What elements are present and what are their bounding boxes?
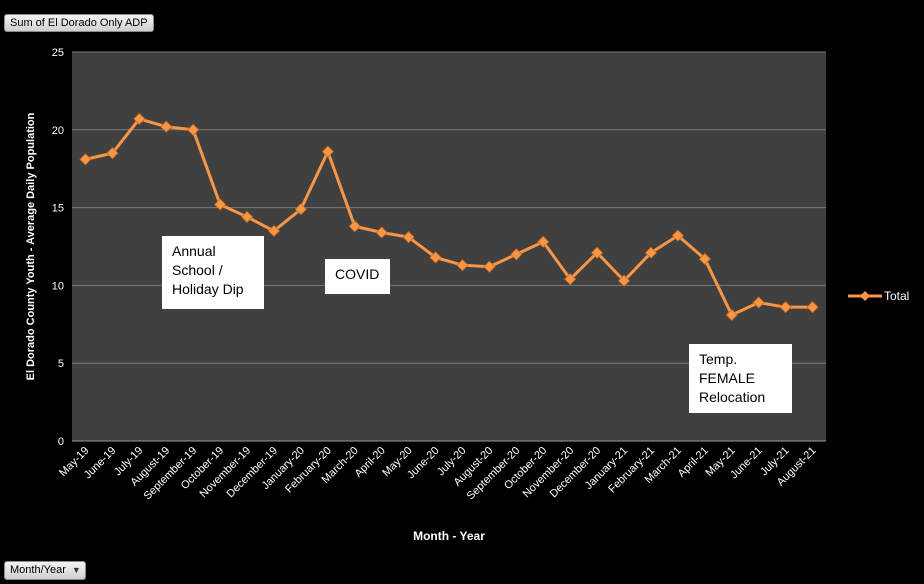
data-point [483,260,496,273]
data-point [402,231,415,244]
y-axis-ticks: 0 5 10 15 20 25 [52,47,64,448]
data-point [294,203,307,216]
data-point [133,112,146,125]
y-tick-label: 0 [58,436,64,448]
data-point [564,273,577,286]
data-point [106,147,119,160]
data-point [806,301,819,314]
x-axis-ticks: May-19June-19July-19August-19September-1… [57,445,818,503]
data-point [375,226,388,239]
data-point [267,224,281,238]
y-tick-label: 10 [52,280,64,292]
data-point [617,274,631,287]
data-point [429,251,442,264]
data-point [214,198,227,211]
data-point [725,308,738,322]
value-field-label: Sum of El Dorado Only ADP [10,17,148,29]
x-tick-label: April-20 [353,445,388,480]
data-point [321,145,334,158]
annotation-female-relocation: Temp. FEMALE Relocation [689,344,792,413]
data-point [79,153,92,166]
month-year-filter-button[interactable]: Month/Year ▼ [4,561,86,580]
y-tick-label: 25 [52,47,64,59]
data-point [698,252,711,266]
data-point [671,229,684,242]
data-point [456,259,469,272]
y-tick-label: 15 [52,203,64,215]
series-total [79,112,819,322]
data-point [348,220,361,233]
data-point [779,301,792,314]
data-point [187,123,200,136]
data-point [537,235,550,248]
data-point [240,210,254,224]
x-axis-label: Month - Year [413,529,485,543]
data-point [160,120,173,133]
legend-series-marker [848,291,882,301]
data-point [591,246,604,259]
annotation-covid: COVID [325,259,390,294]
x-tick-label: April-21 [676,445,711,480]
data-point [510,248,523,261]
legend: Total [848,289,909,303]
y-tick-label: 20 [52,125,64,137]
series-line-total [85,117,813,317]
data-point [644,246,658,259]
month-year-filter-label: Month/Year [10,564,66,576]
annotation-annual-dip: Annual School / Holiday Dip [162,236,264,309]
y-axis-label: El Dorado County Youth - Average Daily P… [25,112,37,380]
data-point [752,296,765,309]
value-field-button[interactable]: Sum of El Dorado Only ADP [4,14,154,32]
y-tick-label: 5 [58,358,64,370]
dropdown-arrow-icon: ▼ [71,565,81,575]
legend-item-total: Total [884,289,910,303]
